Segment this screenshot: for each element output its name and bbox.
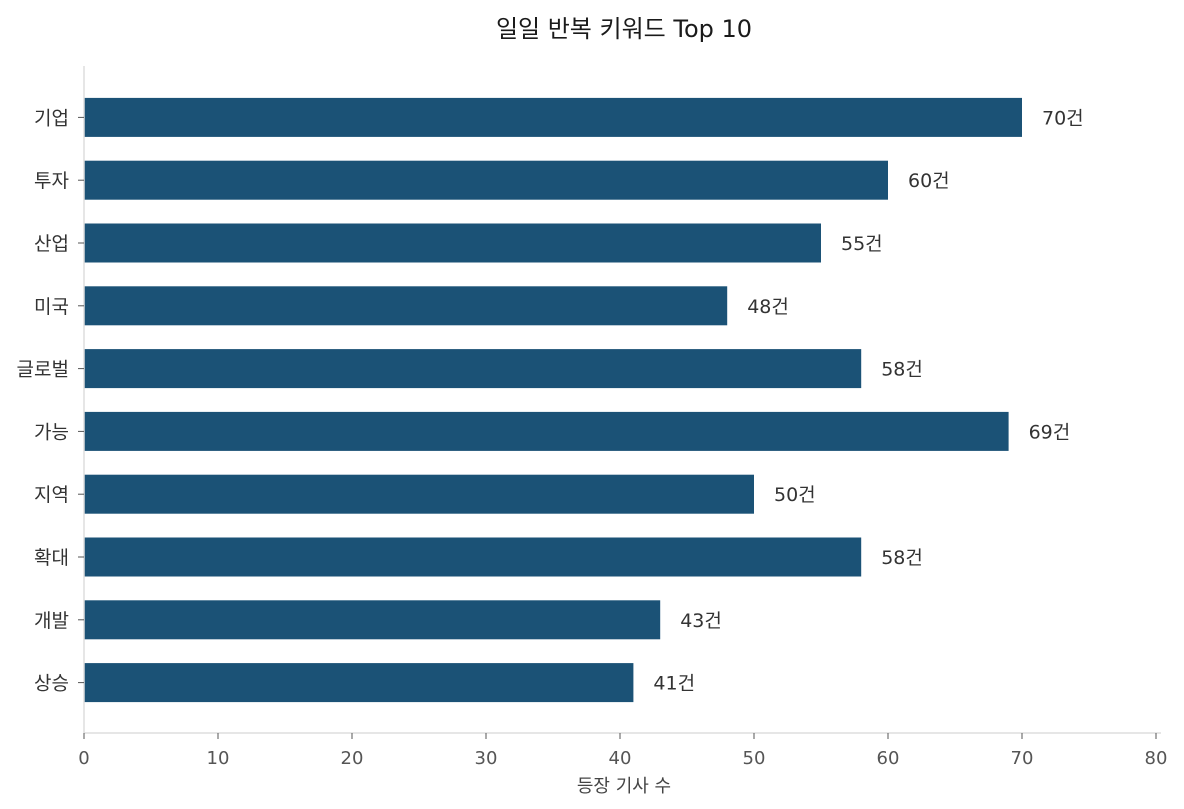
x-tick-label: 10	[207, 748, 230, 769]
bar-8	[84, 537, 862, 577]
bar-value-label: 55건	[841, 233, 883, 255]
bar-value-label: 60건	[908, 170, 950, 192]
bar-value-label: 58건	[881, 359, 923, 381]
bar-4	[84, 286, 728, 326]
bar-6	[84, 411, 1009, 451]
x-tick-label: 40	[609, 748, 632, 769]
x-tick-label: 70	[1011, 748, 1034, 769]
bar-value-label: 58건	[881, 547, 923, 569]
x-axis-label: 등장 기사 수	[577, 776, 671, 797]
y-tick-label: 개발	[34, 610, 69, 632]
bar-value-label: 70건	[1042, 107, 1084, 129]
bar-3	[84, 223, 821, 263]
x-tick-label: 80	[1145, 748, 1168, 769]
bar-5	[84, 349, 862, 389]
bar-9	[84, 600, 661, 640]
y-tick-label: 글로벌	[17, 359, 69, 381]
plot-area: 70건 60건 55건 48건 58건 69건 50건 58건 43건 41건	[84, 97, 1084, 703]
x-axis-ticks: 0 10 20 30 40 50 60 70 80	[78, 733, 1167, 769]
bar-value-label: 50건	[774, 484, 816, 506]
y-tick-label: 상승	[34, 673, 69, 695]
bar-value-label: 41건	[653, 673, 695, 695]
bar-value-label: 69건	[1029, 421, 1071, 443]
bar-value-label: 43건	[680, 610, 722, 632]
bar-7	[84, 474, 754, 514]
bar-value-label: 48건	[747, 296, 789, 318]
y-tick-label: 기업	[34, 107, 69, 129]
y-tick-label: 미국	[34, 296, 69, 318]
bar-10	[84, 663, 634, 703]
y-tick-label: 산업	[34, 233, 69, 255]
y-tick-label: 투자	[34, 170, 69, 192]
x-tick-label: 60	[877, 748, 900, 769]
y-tick-label: 확대	[34, 547, 69, 569]
y-tick-label: 가능	[34, 421, 69, 443]
x-tick-label: 30	[475, 748, 498, 769]
x-tick-label: 0	[78, 748, 89, 769]
bar-2	[84, 160, 888, 200]
y-tick-label: 지역	[34, 484, 69, 506]
x-tick-label: 50	[743, 748, 766, 769]
x-tick-label: 20	[341, 748, 364, 769]
bar-1	[84, 97, 1022, 137]
chart-title: 일일 반복 키워드 Top 10	[496, 15, 752, 43]
